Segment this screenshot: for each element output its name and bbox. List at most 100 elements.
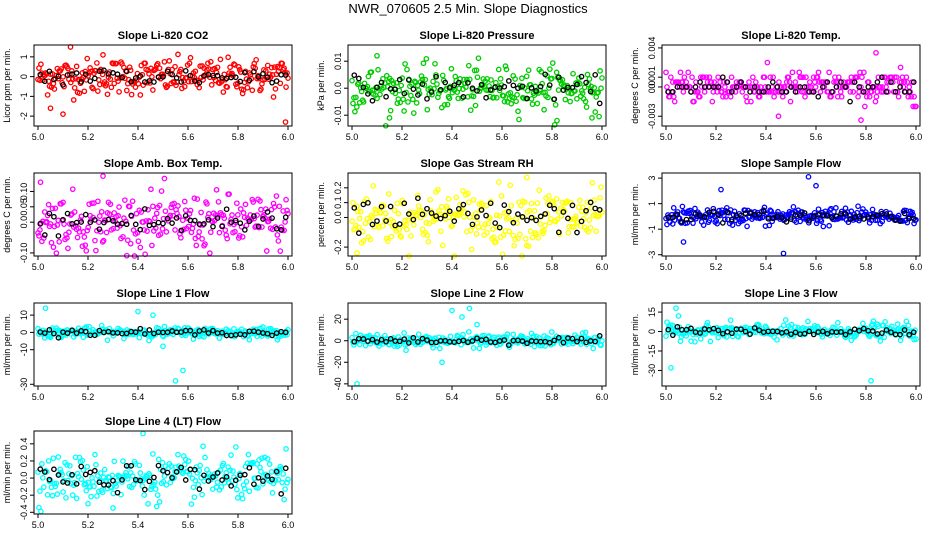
data-point [134, 229, 141, 236]
y-tick-label: 3 [647, 176, 657, 181]
data-point-selected [888, 79, 894, 85]
data-point [54, 491, 61, 497]
data-point [215, 199, 222, 205]
data-point-outlier [37, 179, 44, 186]
data-point [495, 179, 502, 185]
data-point [107, 201, 114, 208]
data-point [523, 73, 530, 80]
x-tick-label: 5.0 [32, 262, 45, 272]
data-point [64, 235, 70, 241]
data-point [378, 209, 384, 216]
x-tick-label: 5.2 [396, 392, 409, 402]
data-point [142, 60, 148, 67]
data-point [380, 223, 386, 229]
data-point-selected [560, 339, 567, 346]
data-point [789, 69, 796, 76]
data-point-outlier [554, 117, 560, 124]
data-point [257, 198, 263, 204]
x-tick-label: 5.2 [710, 392, 723, 402]
data-point [252, 475, 259, 482]
x-tick-label: 5.2 [710, 262, 723, 272]
data-point [723, 334, 730, 340]
data-point [182, 207, 189, 214]
data-point-selected [378, 79, 385, 86]
x-tick-label: 6.0 [282, 132, 295, 142]
data-point [409, 96, 416, 103]
data-point [83, 487, 90, 494]
data-point-selected [119, 74, 125, 81]
x-tick-label: 5.2 [82, 262, 95, 272]
data-point [195, 481, 202, 488]
data-point [404, 66, 410, 73]
data-point [47, 334, 54, 341]
data-point [913, 103, 919, 110]
x-tick-label: 5.8 [232, 132, 245, 142]
data-point [591, 85, 598, 91]
data-point [671, 98, 678, 105]
data-points [349, 174, 605, 259]
x-tick-label: 5.8 [232, 262, 245, 272]
data-point [755, 322, 762, 328]
data-point-selected [132, 221, 139, 228]
data-point [685, 69, 692, 76]
data-point-selected [282, 329, 289, 336]
data-point [786, 79, 793, 85]
data-point [94, 88, 101, 94]
data-point [81, 88, 88, 95]
data-point-selected [160, 74, 166, 80]
data-point [207, 229, 214, 236]
data-point-selected [738, 212, 744, 219]
data-point-selected [191, 466, 198, 473]
data-point [350, 200, 356, 206]
data-point [135, 80, 142, 87]
data-point-selected [219, 477, 225, 483]
data-point [730, 211, 737, 218]
data-point [258, 206, 264, 213]
data-point-selected [132, 329, 139, 336]
x-tick-label: 5.2 [396, 262, 409, 272]
data-point [752, 79, 759, 85]
data-point-selected [178, 79, 185, 85]
data-point [115, 212, 121, 219]
data-point [141, 492, 148, 498]
data-point-selected [505, 208, 512, 215]
data-point [493, 94, 500, 101]
data-point [581, 84, 588, 91]
data-point [156, 499, 163, 505]
y-axis-label: Licor ppm per min. [2, 48, 12, 123]
data-point [413, 100, 420, 106]
data-point-outlier [100, 173, 106, 179]
data-point-selected [78, 79, 85, 85]
plot-title: Slope Line 1 Flow [117, 288, 210, 300]
data-point [395, 210, 402, 217]
data-point [150, 203, 156, 210]
data-point [60, 489, 66, 495]
data-point [149, 242, 155, 249]
y-tick-label: 1 [19, 54, 29, 59]
data-point [465, 62, 472, 69]
data-point-selected [751, 325, 758, 331]
data-point-selected [437, 215, 444, 222]
data-point-selected [191, 217, 198, 224]
data-point-selected [369, 336, 376, 343]
data-point [274, 336, 281, 343]
data-point-selected [260, 216, 266, 222]
data-point [181, 83, 188, 90]
data-point [45, 201, 52, 208]
data-point [151, 67, 158, 73]
data-point [270, 94, 277, 100]
data-point-selected [524, 340, 530, 347]
data-point [665, 329, 671, 335]
plot-frame [33, 430, 293, 515]
data-point [260, 481, 266, 487]
x-tick-label: 6.0 [596, 392, 609, 402]
data-point-selected [141, 486, 148, 493]
data-point [137, 92, 144, 98]
data-point [565, 229, 572, 236]
data-point [220, 212, 227, 219]
data-point [374, 95, 380, 102]
data-point [277, 248, 284, 254]
x-tick-label: 5.4 [446, 262, 459, 272]
data-point-selected [542, 71, 549, 78]
data-point-selected [574, 81, 580, 88]
